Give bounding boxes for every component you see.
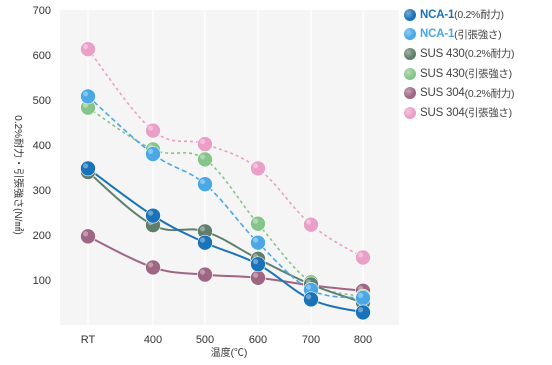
data-point-nca1_ys <box>80 160 96 177</box>
data-point-nca1_ys <box>197 234 213 251</box>
legend-item-sus430_ys: SUS 430 (0.2%耐力) <box>404 44 550 64</box>
x-tick-label: 800 <box>354 334 372 346</box>
x-tick-label: 700 <box>302 334 320 346</box>
data-point-nca1_ys <box>355 304 371 321</box>
series-points <box>80 41 371 321</box>
legend-marker <box>404 67 416 80</box>
data-point-sus430_ts <box>197 151 213 168</box>
x-tick-label: RT <box>81 334 96 346</box>
legend-item-nca1_ts: NCA-1 (引張強さ) <box>404 25 550 45</box>
data-point-sus304_ts <box>197 136 213 152</box>
legend-item-sus304_ts: SUS 304 (引張強さ) <box>404 103 550 123</box>
legend-series-note: (0.2%耐力) <box>454 9 504 22</box>
data-point-sus430_ts <box>250 215 266 232</box>
y-tick-label: 500 <box>33 95 51 107</box>
legend-series-note: (0.2%耐力) <box>464 87 515 100</box>
legend-marker <box>404 87 416 100</box>
data-point-sus304_ys <box>250 269 266 286</box>
x-tick-label: 500 <box>196 334 214 346</box>
data-point-sus304_ts <box>80 41 96 57</box>
y-tick-labels: 100 200 300 400 500 600 700 <box>33 5 51 287</box>
data-point-sus304_ys <box>197 266 213 283</box>
legend-item-nca1_ys: NCA-1 (0.2%耐力) <box>404 5 550 25</box>
data-point-nca1_ts <box>355 290 371 306</box>
legend-series-name: NCA-1 <box>420 28 455 41</box>
legend-series-note: (引張強さ) <box>464 107 513 120</box>
legend-marker <box>404 106 416 119</box>
data-point-nca1_ts <box>197 176 213 192</box>
data-point-nca1_ys <box>145 207 161 224</box>
x-axis-title: 温度(℃) <box>211 346 248 359</box>
legend: NCA-1 (0.2%耐力) NCA-1 (引張強さ) SUS 430 (0.2%耐力) S… <box>404 5 550 123</box>
legend-marker <box>404 8 416 21</box>
data-point-sus304_ys <box>145 259 161 276</box>
data-point-sus304_ts <box>145 122 161 139</box>
legend-item-sus304_ys: SUS 304 (0.2%耐力) <box>404 83 550 103</box>
legend-marker <box>404 28 416 41</box>
data-point-sus430_ts <box>80 99 96 116</box>
legend-series-name: SUS 304 <box>420 87 465 100</box>
legend-marker <box>404 47 416 60</box>
y-axis-title: 0.2%耐力・引張強さ(N/㎟) <box>12 115 25 234</box>
x-tick-label: 600 <box>249 334 267 346</box>
legend-series-name: SUS 430 <box>420 67 465 80</box>
data-point-sus304_ts <box>303 216 319 233</box>
legend-series-note: (引張強さ) <box>464 68 513 81</box>
data-point-nca1_ts <box>250 234 266 251</box>
y-tick-label: 300 <box>33 185 51 197</box>
data-point-sus304_ts <box>355 249 371 266</box>
y-tick-label: 600 <box>33 50 51 62</box>
legend-series-name: SUS 430 <box>420 47 465 60</box>
data-point-nca1_ts <box>80 88 96 105</box>
legend-series-note: (引張強さ) <box>454 28 502 41</box>
y-tick-label: 200 <box>33 230 51 242</box>
data-point-nca1_ts <box>145 146 161 162</box>
data-point-sus304_ys <box>80 228 96 245</box>
data-point-sus304_ts <box>250 160 266 177</box>
x-tick-label: 400 <box>144 334 162 346</box>
legend-series-note: (0.2%耐力) <box>464 48 515 61</box>
y-tick-label: 700 <box>33 5 51 17</box>
plot-area <box>60 10 399 325</box>
x-tick-labels: RT 400 500 600 700 800 <box>81 334 372 346</box>
y-tick-label: 100 <box>33 275 51 287</box>
data-point-nca1_ys <box>250 256 266 273</box>
legend-series-name: SUS 304 <box>420 106 465 119</box>
legend-item-sus430_ts: SUS 430 (引張強さ) <box>404 64 550 84</box>
data-point-nca1_ys <box>303 291 319 308</box>
y-tick-label: 400 <box>33 140 51 152</box>
legend-series-name: NCA-1 <box>420 8 455 21</box>
